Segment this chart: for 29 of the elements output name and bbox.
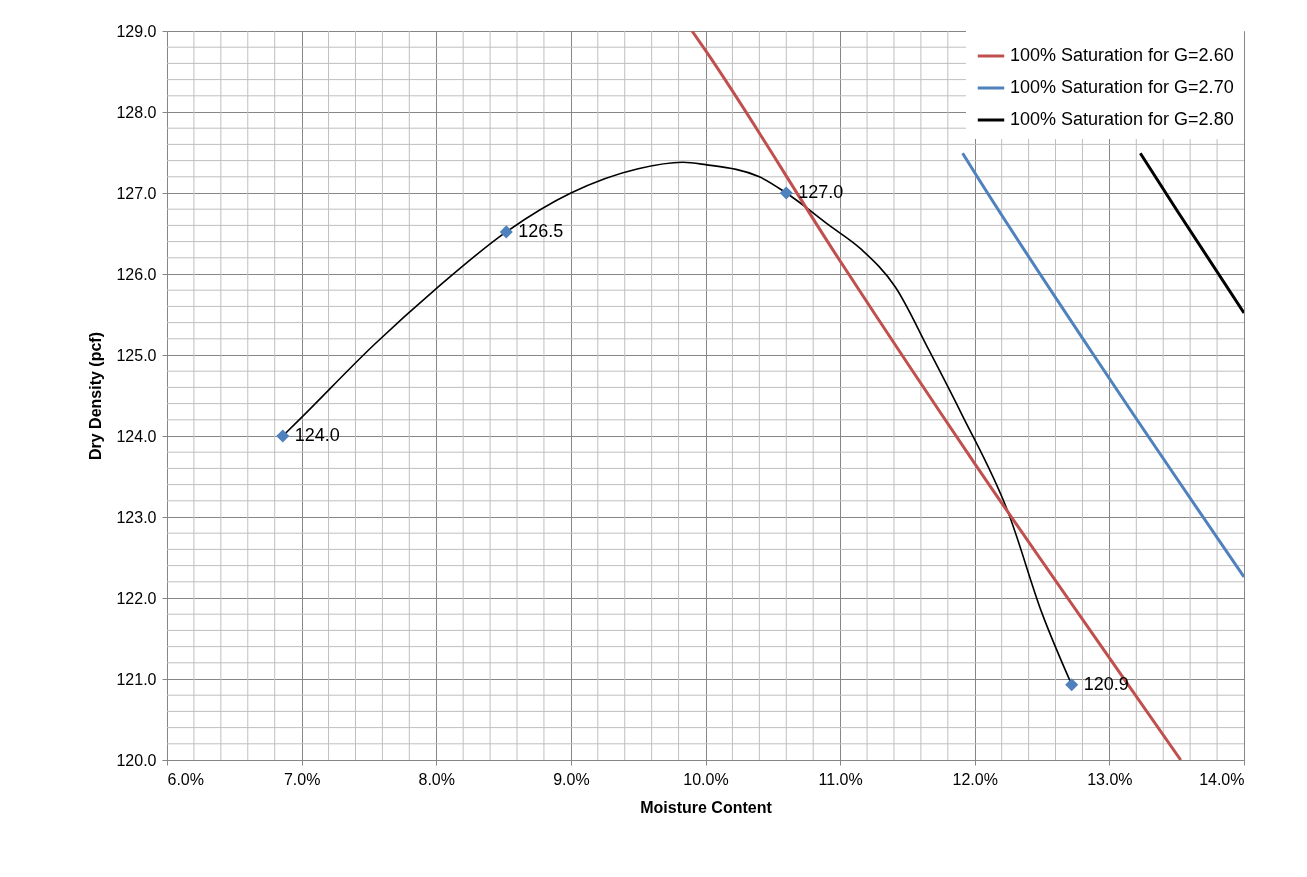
y-tick-label: 122.0 <box>116 589 157 607</box>
x-tick-label: 8.0% <box>418 770 455 788</box>
y-tick-label: 126.0 <box>116 265 157 283</box>
x-tick-label: 13.0% <box>1087 770 1133 788</box>
data-label: 120.9 <box>1083 673 1129 694</box>
y-tick-label: 124.0 <box>116 427 157 445</box>
y-tick-label: 120.0 <box>116 751 157 769</box>
data-label: 124.0 <box>294 425 340 445</box>
data-label: 126.5 <box>518 220 564 241</box>
x-axis-title: Moisture Content <box>640 798 773 816</box>
x-tick-label: 14.0% <box>1199 770 1245 788</box>
line-series <box>961 151 1244 579</box>
x-tick-label: 9.0% <box>553 770 590 788</box>
y-tick-label: 123.0 <box>116 508 157 526</box>
x-tick-label: 11.0% <box>818 770 863 788</box>
y-tick-label: 121.0 <box>116 670 157 688</box>
x-tick-label: 6.0% <box>167 770 204 788</box>
y-tick-label: 128.0 <box>116 103 157 121</box>
legend-label: 100% Saturation for G=2.60 <box>1010 45 1234 65</box>
y-tick-label: 129.0 <box>116 22 157 40</box>
x-tick-label: 12.0% <box>952 770 998 788</box>
y-tick-label: 125.0 <box>116 346 157 364</box>
x-tick-label: 7.0% <box>283 770 321 788</box>
x-tick-label: 10.0% <box>683 770 729 788</box>
legend-label: 100% Saturation for G=2.70 <box>1010 77 1234 97</box>
data-label: 127.0 <box>798 182 844 202</box>
legend-label: 100% Saturation for G=2.80 <box>1010 109 1234 129</box>
y-tick-label: 127.0 <box>116 184 157 202</box>
y-axis-title: Dry Density (pcf) <box>87 331 105 461</box>
